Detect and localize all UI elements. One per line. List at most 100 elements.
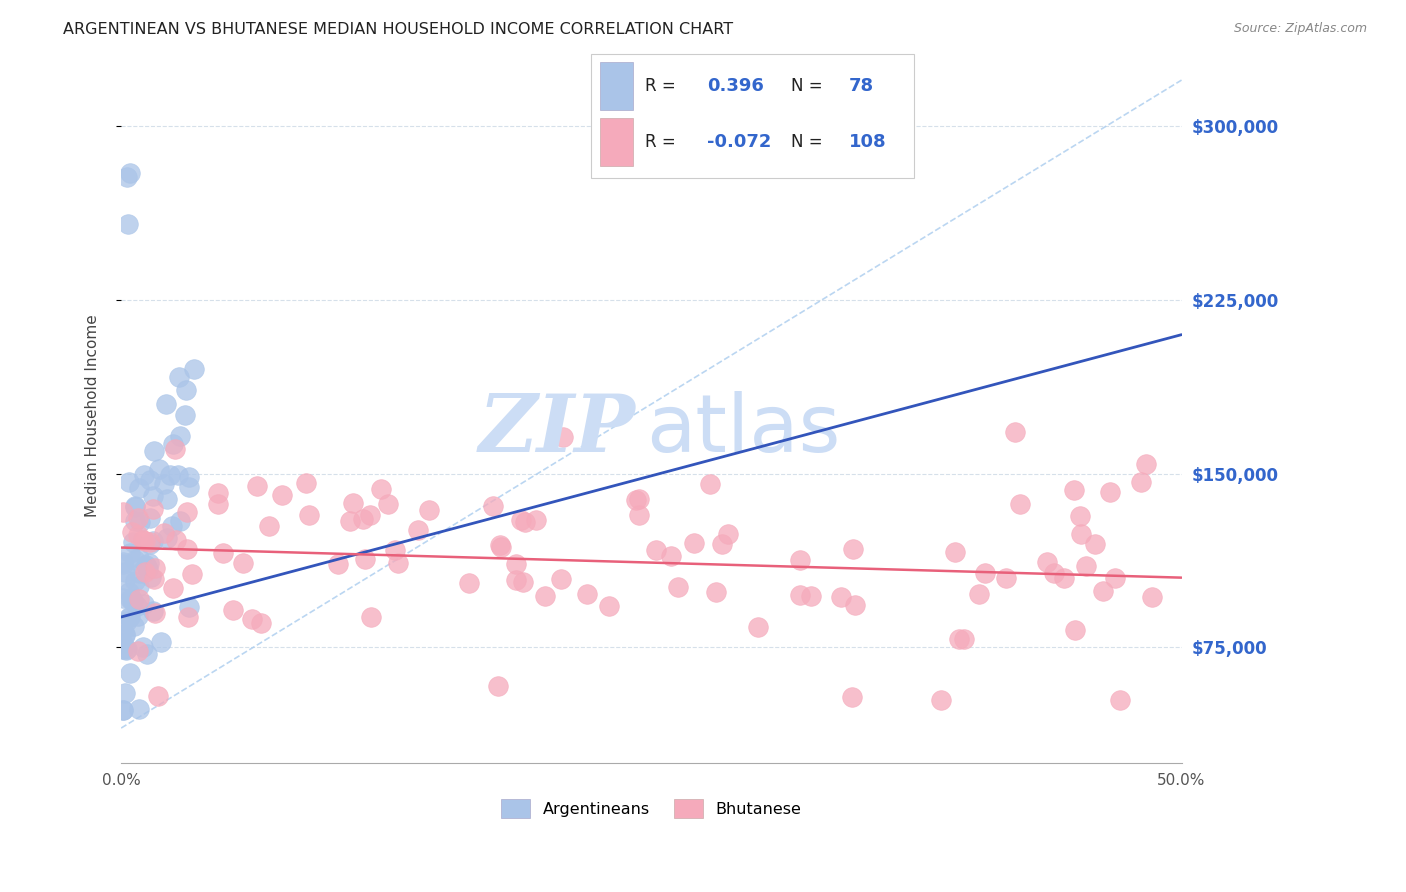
Point (118, 584, 141, 599)
Point (165, 533, 187, 548)
Point (162, 581, 184, 595)
Text: Source: ZipAtlas.com: Source: ZipAtlas.com (1233, 22, 1367, 36)
Point (117, 217, 139, 231)
Point (789, 553, 811, 567)
Point (717, 526, 740, 541)
Point (112, 636, 135, 650)
Point (1042, 566, 1064, 581)
Point (117, 641, 139, 656)
Point (1063, 623, 1085, 637)
Point (342, 496, 364, 510)
Point (115, 642, 138, 657)
Point (207, 496, 229, 510)
Point (128, 481, 150, 495)
Point (841, 690, 863, 704)
Point (146, 689, 169, 703)
Text: ZIP: ZIP (478, 391, 636, 468)
Point (295, 475, 318, 490)
Point (139, 473, 162, 487)
Point (148, 462, 170, 476)
Point (135, 558, 157, 573)
Point (128, 701, 150, 715)
Point (162, 437, 184, 451)
Text: -0.072: -0.072 (707, 133, 772, 151)
Point (128, 579, 150, 593)
Point (352, 512, 374, 526)
Point (134, 565, 156, 579)
Point (153, 526, 176, 541)
Point (153, 477, 176, 491)
Point (212, 546, 235, 560)
Point (143, 607, 166, 621)
Point (155, 397, 177, 411)
Point (328, 558, 350, 572)
Point (844, 598, 866, 612)
Point (176, 541, 198, 556)
Point (112, 505, 135, 519)
Bar (600, 119, 633, 166)
Point (139, 537, 162, 551)
Point (628, 508, 651, 522)
Point (1130, 475, 1153, 489)
Point (118, 475, 141, 489)
Point (945, 544, 967, 558)
Text: 78: 78 (849, 77, 875, 95)
Point (533, 589, 555, 603)
Point (995, 571, 1018, 585)
Point (124, 514, 146, 528)
Point (339, 514, 361, 528)
Point (1076, 558, 1098, 573)
Point (661, 549, 683, 563)
Point (1069, 508, 1091, 523)
Point (112, 591, 135, 605)
Point (245, 479, 267, 493)
Point (1004, 425, 1026, 439)
Point (134, 597, 156, 611)
Point (112, 702, 135, 716)
Point (124, 499, 146, 513)
Point (174, 383, 197, 397)
Point (114, 573, 136, 587)
Point (370, 482, 392, 496)
Point (711, 537, 734, 551)
Y-axis label: Median Household Income: Median Household Income (86, 314, 100, 517)
Point (114, 565, 136, 579)
Point (127, 644, 149, 658)
Point (250, 615, 273, 630)
Point (232, 556, 254, 570)
Point (142, 604, 165, 618)
Point (159, 468, 181, 483)
Point (142, 572, 165, 586)
Point (167, 369, 190, 384)
Point (1109, 693, 1132, 707)
Point (120, 546, 142, 560)
Point (1036, 555, 1059, 569)
Point (489, 538, 512, 552)
Point (143, 560, 166, 574)
Point (112, 557, 135, 571)
Text: N =: N = (792, 133, 823, 151)
Point (1052, 571, 1074, 585)
Text: atlas: atlas (645, 391, 841, 468)
Point (135, 647, 157, 661)
Point (800, 589, 823, 603)
Point (129, 566, 152, 580)
Text: R =: R = (645, 77, 676, 95)
Point (704, 585, 727, 599)
Point (127, 609, 149, 624)
Point (457, 576, 479, 591)
Point (132, 640, 155, 654)
Point (384, 542, 406, 557)
Point (122, 619, 145, 633)
Point (1070, 527, 1092, 541)
Point (222, 602, 245, 616)
Point (257, 518, 280, 533)
Point (139, 535, 162, 549)
Point (271, 488, 294, 502)
Point (112, 555, 135, 569)
Point (1084, 536, 1107, 550)
Point (948, 632, 970, 646)
Point (160, 519, 183, 533)
Point (627, 491, 650, 506)
Point (1008, 497, 1031, 511)
